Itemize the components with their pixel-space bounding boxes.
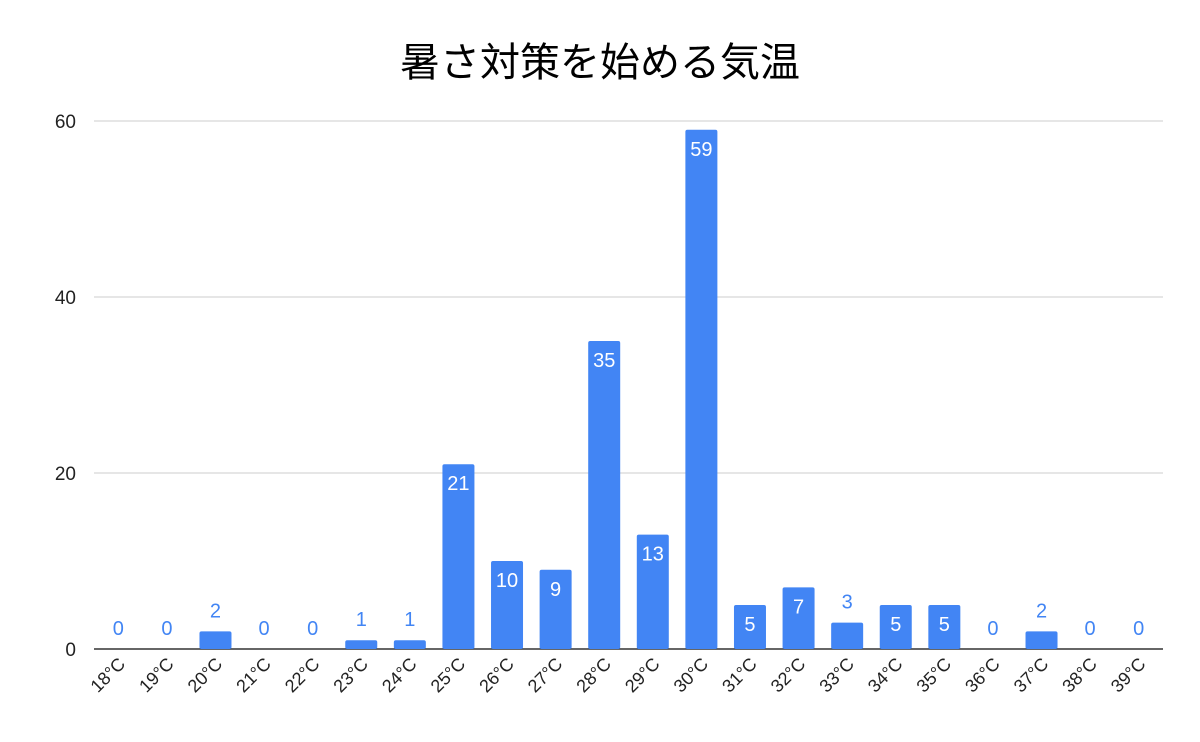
y-tick-label: 0 [65, 640, 76, 661]
x-tick-label: 38°C [1058, 654, 1101, 697]
x-tick-label: 34°C [864, 654, 907, 697]
bar [879, 605, 912, 649]
x-tick-label: 37°C [1010, 654, 1053, 697]
x-tick-label: 29°C [621, 654, 664, 697]
bar [442, 464, 475, 649]
data-label: 1 [404, 609, 415, 631]
data-label: 59 [690, 139, 712, 161]
chart-title: 暑さ対策を始める気温 [400, 40, 800, 86]
x-tick-label: 39°C [1107, 654, 1150, 697]
data-label: 0 [1085, 618, 1096, 640]
data-label: 1 [356, 609, 367, 631]
x-tick-label: 19°C [135, 654, 178, 697]
data-label: 10 [496, 570, 518, 592]
y-tick-label: 20 [55, 464, 76, 485]
bar [393, 640, 426, 649]
data-label: 0 [987, 618, 998, 640]
bar [588, 341, 621, 649]
bar [636, 534, 669, 649]
bar [199, 631, 232, 649]
x-tick-label: 25°C [427, 654, 470, 697]
data-label: 13 [642, 544, 664, 566]
x-tick-label: 26°C [475, 654, 518, 697]
bar [831, 622, 864, 649]
x-tick-label: 30°C [670, 654, 713, 697]
bar [782, 587, 815, 649]
data-label: 35 [593, 350, 615, 372]
data-label: 0 [259, 618, 270, 640]
x-tick-label: 24°C [378, 654, 421, 697]
x-tick-label: 23°C [329, 654, 372, 697]
data-label: 5 [939, 614, 950, 636]
data-label: 2 [1036, 600, 1047, 622]
bar [539, 569, 572, 649]
data-label: 3 [842, 592, 853, 614]
bar [491, 561, 524, 649]
bar [685, 129, 718, 650]
bar [733, 605, 766, 649]
y-tick-label: 60 [55, 112, 76, 133]
data-label: 0 [113, 618, 124, 640]
x-tick-label: 27°C [524, 654, 567, 697]
x-tick-label: 36°C [961, 654, 1004, 697]
data-label: 21 [447, 473, 469, 495]
x-tick-label: 20°C [184, 654, 227, 697]
bar [928, 605, 961, 649]
bar [1025, 631, 1058, 649]
x-tick-label: 32°C [767, 654, 810, 697]
data-label: 2 [210, 600, 221, 622]
x-tick-label: 35°C [913, 654, 956, 697]
x-tick-label: 22°C [281, 654, 324, 697]
data-label: 0 [307, 618, 318, 640]
x-tick-label: 28°C [572, 654, 615, 697]
data-label: 9 [550, 579, 561, 601]
x-tick-label: 21°C [232, 654, 275, 697]
data-label: 7 [793, 596, 804, 618]
x-tick-label: 18°C [87, 654, 130, 697]
data-label: 0 [1133, 618, 1144, 640]
data-label: 0 [161, 618, 172, 640]
data-label: 5 [890, 614, 901, 636]
bar [345, 640, 378, 649]
y-tick-label: 40 [55, 288, 76, 309]
x-tick-label: 31°C [718, 654, 761, 697]
data-label: 5 [744, 614, 755, 636]
x-tick-label: 33°C [815, 654, 858, 697]
